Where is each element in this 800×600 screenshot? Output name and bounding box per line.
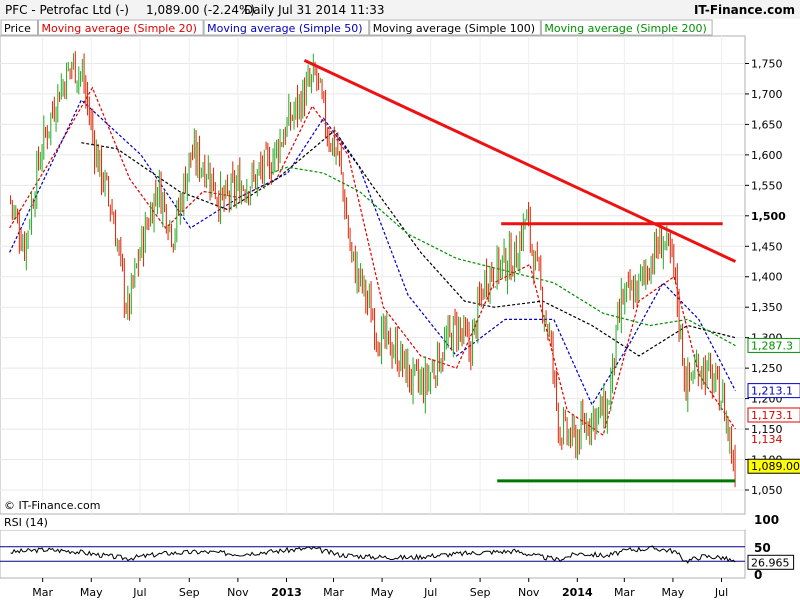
legend-item bbox=[203, 19, 370, 36]
ma200-line bbox=[270, 166, 736, 347]
y-tick-label: 1,250 bbox=[751, 362, 783, 375]
value-label: 1,089.00 bbox=[751, 460, 800, 473]
value-label-box bbox=[747, 337, 800, 353]
last-price: 1,089.00 (-2.24%) bbox=[146, 3, 255, 17]
rsi-y-tick-label: 0 bbox=[754, 568, 762, 582]
legend: Price Moving average (Simple 20) Moving av… bbox=[0, 19, 713, 36]
legend-item bbox=[369, 19, 541, 36]
rsi-value-box bbox=[747, 554, 795, 570]
value-label: 1,134 bbox=[751, 433, 783, 446]
x-tick-label: Jul bbox=[132, 586, 146, 599]
rsi-y-tick-label: 50 bbox=[754, 541, 771, 555]
timeframe-info: Daily Jul 31 2014 11:33 bbox=[244, 3, 385, 17]
value-label: 1,173.1 bbox=[751, 409, 793, 422]
rsi-panel bbox=[0, 529, 746, 579]
x-tick-label: 2013 bbox=[271, 586, 302, 599]
x-tick-label: Mar bbox=[32, 586, 53, 599]
y-tick-label: 1,600 bbox=[751, 149, 783, 162]
value-label-box bbox=[747, 458, 800, 474]
value-label-box bbox=[747, 407, 800, 423]
x-tick-label: May bbox=[662, 586, 685, 599]
legend-item bbox=[0, 19, 38, 36]
y-tick-label: 1,700 bbox=[751, 88, 783, 101]
legend-label: Moving average (Simple 200) bbox=[544, 22, 706, 35]
y-tick-label: 1,550 bbox=[751, 179, 783, 192]
legend-label: Moving average (Simple 20) bbox=[42, 22, 197, 35]
y-tick-label: 1,650 bbox=[751, 118, 783, 131]
copyright-text: © IT-Finance.com bbox=[4, 499, 101, 512]
resistance-trendline bbox=[303, 59, 737, 263]
x-tick-label: Nov bbox=[227, 586, 249, 599]
rsi-title: RSI (14) bbox=[4, 516, 48, 529]
value-label: 1,213.1 bbox=[751, 385, 793, 398]
value-label: 1,287.3 bbox=[751, 339, 793, 352]
y-tick-label: 1,400 bbox=[751, 271, 783, 284]
x-tick-label: Mar bbox=[614, 586, 635, 599]
chart-title: PFC - Petrofac Ltd (-) bbox=[5, 3, 129, 17]
x-tick-label: 2014 bbox=[562, 586, 593, 599]
x-tick-label: Sep bbox=[470, 586, 491, 599]
value-label-box bbox=[747, 383, 800, 399]
rsi-line bbox=[10, 545, 736, 564]
y-tick-label: 1,750 bbox=[751, 57, 783, 70]
y-tick-label: 1,050 bbox=[751, 484, 783, 497]
legend-label: Moving average (Simple 50) bbox=[207, 22, 362, 35]
brand-name: IT-Finance.com bbox=[694, 3, 795, 17]
rsi-y-tick-label: 100 bbox=[754, 513, 779, 527]
y-tick-label: 1,350 bbox=[751, 301, 783, 314]
x-tick-label: May bbox=[371, 586, 394, 599]
y-tick-label: 1,450 bbox=[751, 240, 783, 253]
y-tick-label: 1,500 bbox=[751, 210, 786, 223]
x-tick-label: Nov bbox=[518, 586, 540, 599]
x-tick-label: May bbox=[80, 586, 103, 599]
legend-label: Moving average (Simple 100) bbox=[373, 22, 535, 35]
x-tick-label: Sep bbox=[179, 586, 200, 599]
x-tick-label: Jul bbox=[714, 586, 728, 599]
ma20-line bbox=[9, 86, 736, 437]
price-panel bbox=[0, 35, 746, 515]
ma100-line bbox=[81, 129, 736, 357]
x-tick-label: Jul bbox=[423, 586, 437, 599]
x-tick-label: Mar bbox=[323, 586, 344, 599]
legend-label: Price bbox=[4, 22, 31, 35]
legend-item bbox=[540, 19, 713, 36]
rsi-value-label: 26.965 bbox=[751, 556, 790, 569]
legend-item bbox=[38, 19, 204, 36]
rsi-header bbox=[0, 515, 745, 530]
y-tick-label: 1,150 bbox=[751, 423, 783, 436]
